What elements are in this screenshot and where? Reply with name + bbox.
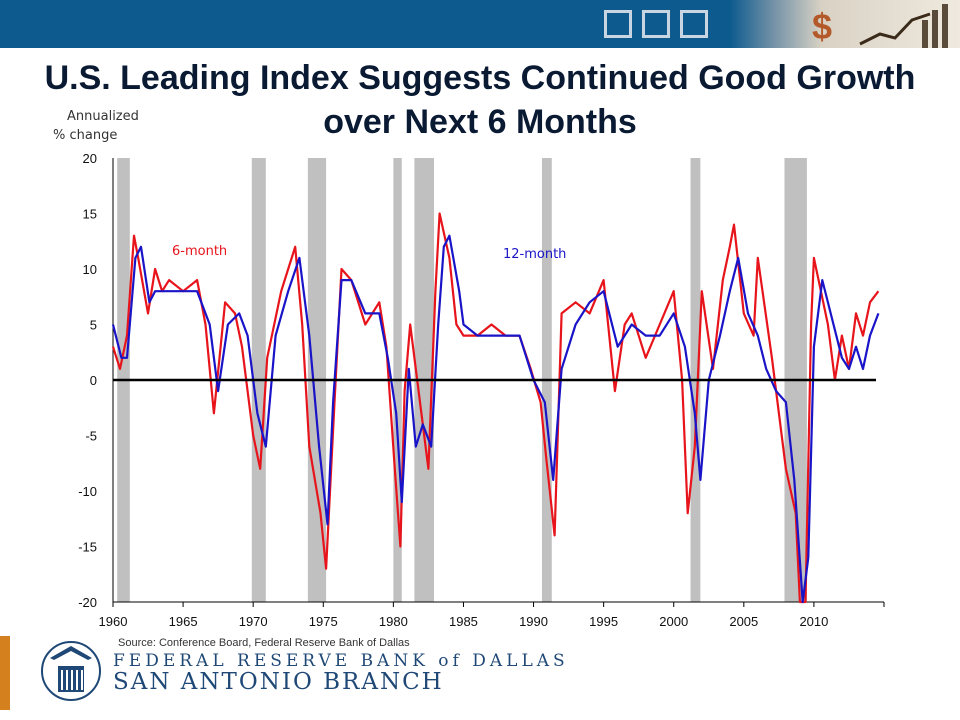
source-note: Source: Conference Board, Federal Reserv…: [118, 637, 410, 649]
x-tick-label: 2005: [729, 614, 758, 629]
x-tick-label: 2000: [659, 614, 688, 629]
footer-accent-bar: [0, 636, 10, 710]
x-tick-label: 1995: [589, 614, 618, 629]
branch-name: SAN ANTONIO BRANCH: [113, 669, 444, 695]
y-tick-label: 20: [83, 151, 97, 166]
page-title: U.S. Leading Index Suggests Continued Go…: [44, 59, 916, 141]
series-line-12-month: [111, 234, 880, 604]
x-tick-label: 1975: [309, 614, 338, 629]
y-tick-label: 5: [90, 318, 97, 333]
header-square-decoration: [642, 10, 670, 38]
series-line-6-month: [111, 212, 880, 604]
y-tick-label: 0: [90, 373, 97, 388]
series-label-12-month: 12-month: [503, 247, 566, 262]
x-tick-label: 1980: [379, 614, 408, 629]
y-tick-label: -10: [78, 484, 97, 499]
y-axis-label: Annualized% change: [53, 109, 139, 143]
header-square-decoration: [604, 10, 632, 38]
x-tick-label: 1985: [449, 614, 478, 629]
x-tick-label: 1990: [519, 614, 548, 629]
series-label-6-month: 6-month: [172, 244, 227, 259]
y-tick-label: 10: [83, 262, 97, 277]
fed-seal-icon: [41, 641, 101, 701]
header-square-decoration: [680, 10, 708, 38]
y-tick-label: 15: [83, 207, 97, 222]
y-tick-label: -15: [78, 540, 97, 555]
x-tick-label: 1960: [99, 614, 128, 629]
x-tick-label: 1965: [169, 614, 198, 629]
x-tick-label: 1970: [239, 614, 268, 629]
bank-name: FEDERAL RESERVE BANK of DALLAS: [113, 651, 569, 671]
header-bar: $: [0, 0, 960, 48]
y-tick-label: -20: [78, 595, 97, 610]
dollar-icon: $: [812, 6, 833, 47]
header-finance-decoration: $: [730, 0, 960, 48]
y-tick-label: -5: [85, 429, 97, 444]
x-tick-label: 2010: [799, 614, 828, 629]
growth-chart-icon: [859, 4, 948, 48]
